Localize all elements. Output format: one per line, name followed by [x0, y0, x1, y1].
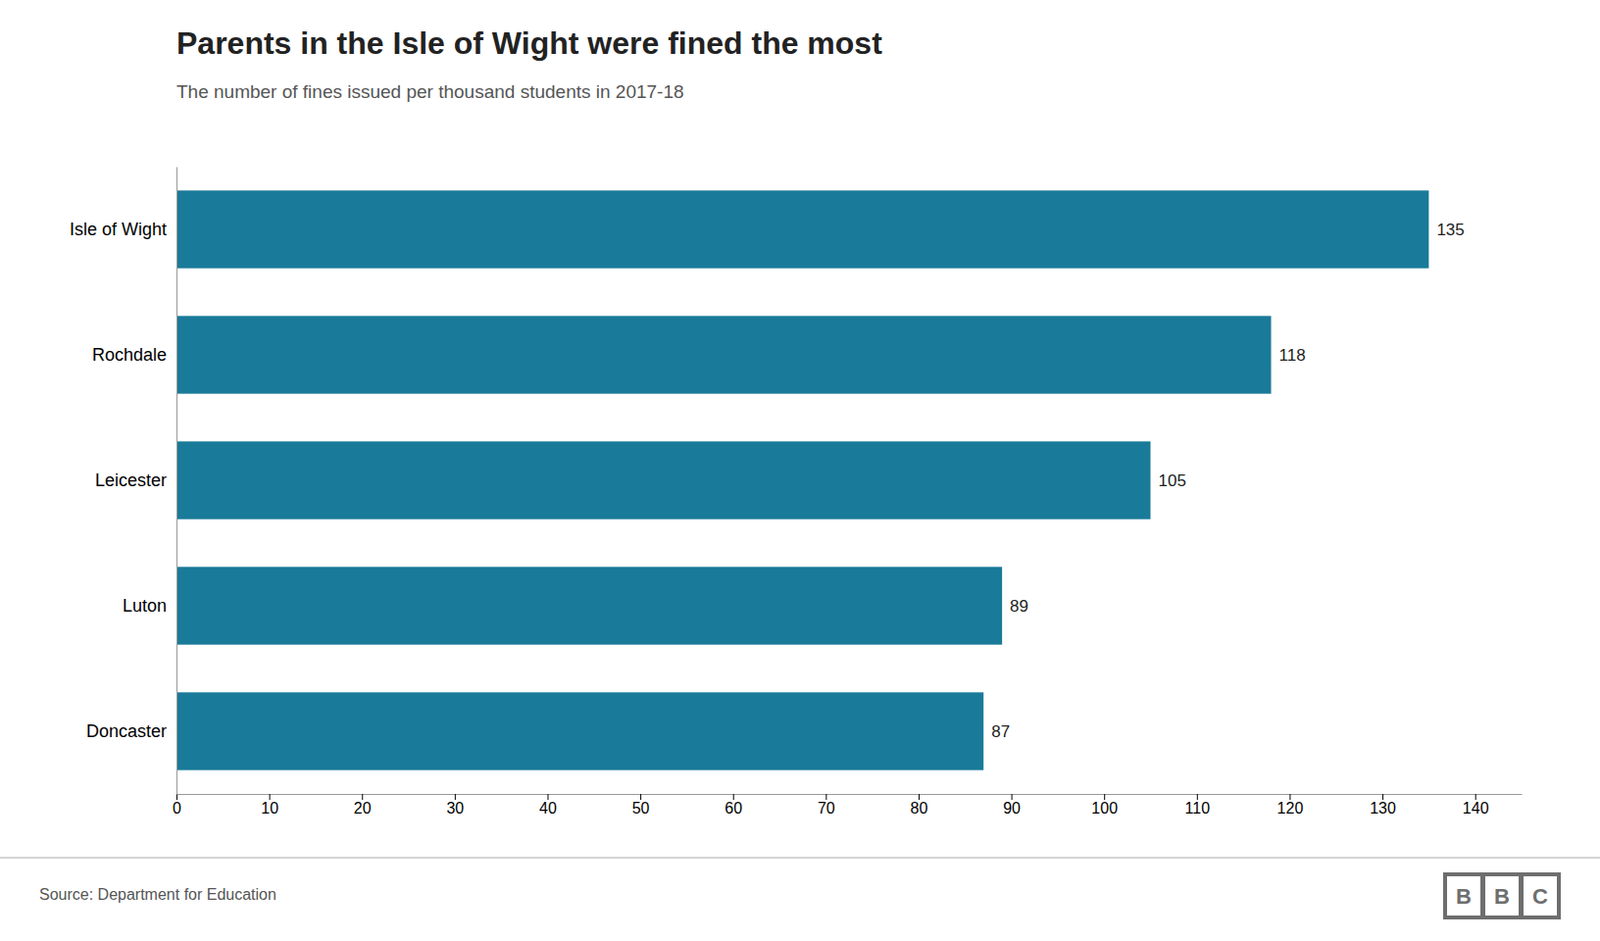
y-axis: Isle of Wight Rochdale Leicester Luton Donca… [69, 167, 178, 796]
tick: 110 [1185, 794, 1211, 817]
tick: 50 [632, 794, 650, 817]
tick-mark [269, 794, 271, 800]
chart-svg: Parents in the Isle of Wight were fined … [0, 0, 1600, 941]
tick-label: 40 [539, 800, 557, 817]
logo-box [1447, 876, 1481, 916]
tick: Isle of Wight [69, 219, 167, 240]
tick: 140 [1462, 794, 1490, 817]
tick-label: 60 [724, 800, 743, 817]
plot: 0 10 20 30 40 50 60 70 80 90 100 110 120 130 140 Isle o… [69, 167, 1523, 818]
tick: 60 [724, 794, 743, 817]
bars [176, 190, 1429, 770]
tick-label: 10 [260, 800, 279, 817]
tick-label: 90 [1002, 800, 1021, 817]
tick: 80 [910, 794, 929, 817]
logo-letter: C [1532, 884, 1549, 909]
logo-text: BBC [1455, 884, 1549, 909]
source: Source: Department for Education [39, 886, 277, 903]
tick-mark [1011, 794, 1013, 800]
tick-mark [1289, 794, 1291, 800]
data-label: 105 [1158, 471, 1187, 491]
logo-box [1485, 876, 1519, 916]
tick: 100 [1091, 794, 1118, 817]
tick-label: 50 [632, 800, 650, 817]
tick-mark [733, 794, 735, 800]
bar [176, 566, 1002, 645]
tick-label: Doncaster [86, 721, 167, 742]
tick-label: 130 [1369, 800, 1397, 817]
tick-label: 70 [817, 800, 836, 817]
tick-label: 110 [1185, 800, 1211, 817]
bar [176, 315, 1272, 394]
tick-mark [176, 794, 178, 800]
data-labels: 135 118 105 89 87 [991, 220, 1465, 742]
tick: Leicester [95, 470, 167, 491]
tick-label: Rochdale [92, 345, 167, 365]
separator [0, 857, 1600, 859]
title: Parents in the Isle of Wight were fined … [176, 25, 883, 61]
tick: Doncaster [86, 721, 167, 742]
tick-label: 0 [172, 800, 182, 817]
tick: 40 [539, 794, 557, 817]
tick-label: 80 [910, 800, 929, 817]
tick-label: 140 [1462, 800, 1490, 817]
tick-mark [361, 794, 363, 800]
tick: 10 [260, 794, 279, 817]
data-label: 89 [1009, 597, 1029, 616]
tick-label: 100 [1091, 800, 1118, 817]
tick: Rochdale [92, 345, 167, 365]
tick-mark [1197, 794, 1199, 800]
data-label: 118 [1279, 346, 1306, 365]
tick-mark [640, 794, 642, 800]
tick: 70 [817, 794, 836, 817]
tick-mark [547, 794, 549, 800]
tick: Luton [122, 596, 167, 616]
tick-label: Leicester [95, 470, 167, 491]
x-axis: 0 10 20 30 40 50 60 70 80 90 100 110 120 130 140 [172, 794, 1522, 817]
tick: 90 [1002, 794, 1021, 817]
tick: 0 [172, 794, 182, 817]
subtitle: The number of fines issued per thousand … [176, 81, 685, 102]
data-label: 87 [991, 722, 1010, 742]
tick-label: Luton [122, 596, 167, 616]
bar [176, 441, 1151, 519]
tick-mark [1103, 794, 1105, 800]
data-label: 135 [1436, 220, 1464, 240]
axis-line [176, 167, 178, 796]
tick: 30 [446, 794, 464, 817]
logo-letter: B [1494, 884, 1510, 909]
tick: 120 [1277, 794, 1304, 817]
tick-mark [454, 794, 456, 800]
tick-mark [825, 794, 827, 800]
logo-background [1443, 872, 1561, 920]
tick-label: 30 [446, 800, 464, 817]
logo-letter: B [1455, 884, 1472, 909]
axis-line [177, 794, 1523, 796]
tick: 130 [1369, 794, 1397, 817]
bar [176, 692, 984, 770]
tick-label: 20 [353, 800, 372, 817]
bar [176, 190, 1429, 268]
tick-mark [1475, 794, 1477, 800]
tick-mark [1382, 794, 1384, 800]
logo-box [1523, 876, 1557, 916]
tick: 20 [353, 794, 372, 817]
tick-label: Isle of Wight [69, 219, 167, 240]
logo: BBC [1443, 872, 1561, 920]
tick-label: 120 [1277, 800, 1304, 817]
tick-mark [918, 794, 920, 800]
